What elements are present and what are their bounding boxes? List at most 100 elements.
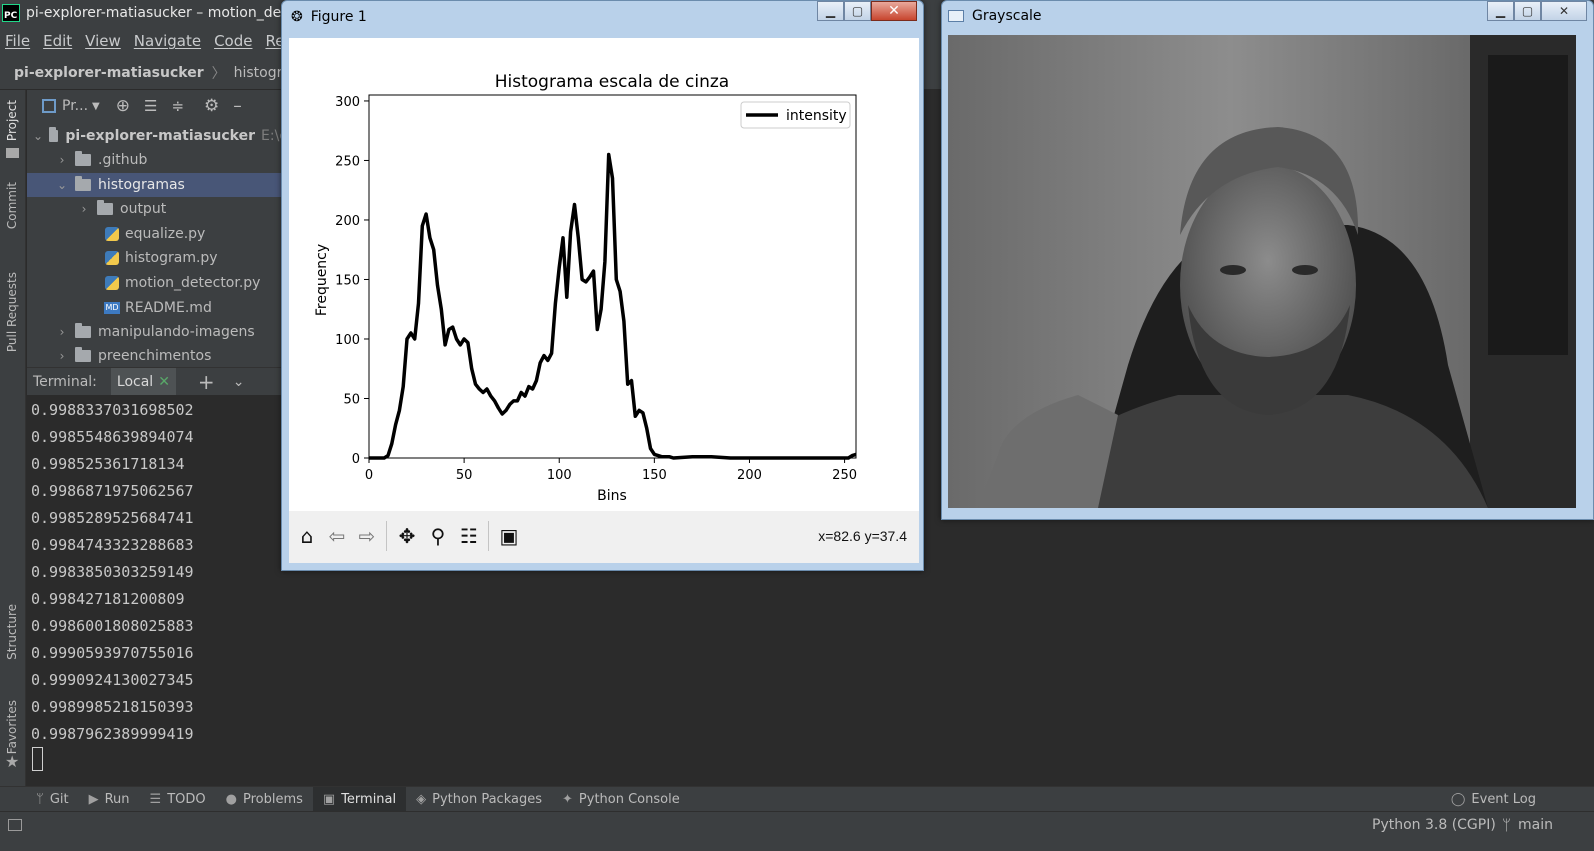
toolbar-separator [488,521,489,551]
tree-item-label: output [120,201,167,217]
tree-item-readme[interactable]: MD README.md [27,296,287,320]
terminal-line: 0.9984743323288683 [31,536,194,554]
tree-item-preenchimentos[interactable]: › preenchimentos [27,344,287,367]
legend-box [740,101,851,129]
minimize-button[interactable]: ▁ [1487,1,1514,21]
matplotlib-icon: ❂ [291,9,303,25]
tool-strip-pull-requests[interactable]: Pull Requests [5,272,19,353]
tab-todo[interactable]: ☰ TODO [140,787,216,812]
left-eye [1220,265,1246,275]
terminal-line: 0.9985548639894074 [31,428,194,446]
y-axis-label: Frequency [314,244,330,316]
locate-icon[interactable]: ⊕ [115,96,130,116]
tab-label: Terminal [341,791,397,807]
chevron-right-icon[interactable]: › [59,325,65,339]
python-interpreter[interactable]: Python 3.8 (CGPI) [1372,817,1496,833]
chevron-down-icon[interactable]: ▼ [92,100,100,112]
pan-icon[interactable]: ✥ [398,524,416,548]
menu-view[interactable]: View [85,32,121,50]
add-terminal-icon[interactable]: + [197,369,215,394]
tree-item-equalize[interactable]: equalize.py [27,222,287,246]
close-icon[interactable]: ✕ [158,373,170,390]
back-icon[interactable]: ⇦ [328,524,346,548]
terminal-line: 0.9987962389999419 [31,725,194,743]
maximize-button[interactable]: ▢ [1514,1,1541,21]
x-tick-label: 200 [737,468,762,483]
tree-item-histogram[interactable]: histogram.py [27,246,287,270]
toggle-tool-windows-icon[interactable] [8,819,22,831]
tree-item-project-root[interactable]: ⌄ pi-explorer-matiasucker E:\c [27,124,287,148]
tree-item-output[interactable]: › output [27,197,287,221]
beard [1188,305,1350,415]
favorites-star-icon: ★ [5,752,20,771]
python-file-icon [105,276,119,290]
chevron-right-icon[interactable]: › [59,349,65,363]
chevron-right-icon[interactable]: › [59,153,65,167]
tool-strip-structure[interactable]: Structure [5,604,19,660]
menu-file[interactable]: File [5,32,31,50]
chevron-down-icon[interactable]: ⌄ [56,178,68,192]
hide-icon[interactable]: – [233,96,242,116]
tree-item-label: histogramas [98,177,185,193]
save-icon[interactable]: ▣ [499,524,519,548]
project-view-selector[interactable]: Pr... [62,98,89,114]
bottom-tool-tabs: ᛘ Git ▶ Run ☰ TODO ● Problems ▣ Terminal ◈ Pyt… [0,786,1594,812]
figure-canvas[interactable]: Histograma escala de cinza Bins Frequenc… [289,38,919,511]
breadcrumb-project[interactable]: pi-explorer-matiasucker [14,64,204,81]
chevron-down-icon[interactable]: ⌄ [33,129,44,143]
home-icon[interactable]: ⌂ [300,524,314,548]
tree-item-github[interactable]: › .github [27,148,287,172]
tab-python-packages[interactable]: ◈ Python Packages [406,787,552,812]
y-tick-label: 200 [335,214,360,229]
git-branch[interactable]: main [1518,817,1553,833]
expand-all-icon[interactable]: ☰ [143,97,158,115]
tool-strip-project[interactable]: Project [5,100,19,142]
chevron-right-icon[interactable]: › [81,202,87,216]
python-console-icon: ✦ [562,791,573,807]
tab-label: Python Packages [432,791,542,807]
grayscale-window-titlebar[interactable]: Grayscale [942,1,1593,31]
opencv-window-icon [948,10,964,22]
y-tick-label: 50 [343,392,360,407]
collapse-all-icon[interactable]: ≑ [171,97,185,115]
tab-python-console[interactable]: ✦ Python Console [552,787,690,812]
tree-item-label: README.md [125,300,212,316]
menu-edit[interactable]: Edit [43,32,73,50]
close-button[interactable]: ✕ [871,1,917,21]
close-button[interactable]: ✕ [1541,1,1587,21]
tool-strip-commit[interactable]: Commit [5,182,19,230]
tab-problems[interactable]: ● Problems [216,787,313,812]
tab-label: Problems [242,791,303,807]
folder-icon [75,176,91,191]
event-log-button[interactable]: ◯ Event Log [1441,787,1546,812]
terminal-tab-local[interactable]: Local ✕ [110,367,176,396]
tool-strip-favorites[interactable]: Favorites [5,700,19,755]
tab-git[interactable]: ᛘ Git [26,787,79,812]
tab-terminal[interactable]: ▣ Terminal [312,786,407,812]
tree-item-label: preenchimentos [98,348,212,364]
terminal-header: Terminal: Local ✕ + ⌄ [27,367,287,396]
configure-subplots-icon[interactable]: ☷ [460,524,478,548]
tab-run[interactable]: ▶ Run [79,787,140,812]
zoom-icon[interactable]: ⚲ [430,524,446,548]
toolbar-separator [386,521,387,551]
menu-navigate[interactable]: Navigate [133,32,202,50]
x-tick-label: 250 [832,468,857,483]
tree-item-manipulando-imagens[interactable]: › manipulando-imagens [27,320,287,344]
folder-icon [75,347,91,362]
gear-icon[interactable]: ⚙ [204,96,220,116]
y-tick-label: 0 [352,452,360,467]
menu-code[interactable]: Code [214,32,253,50]
forward-icon[interactable]: ⇨ [358,524,376,548]
tree-item-motion-detector[interactable]: motion_detector.py [27,271,287,295]
minimize-button[interactable]: ▁ [817,1,844,21]
maximize-button[interactable]: ▢ [844,1,871,21]
tree-item-histogramas[interactable]: ⌄ histogramas [27,173,287,197]
event-log-icon: ◯ [1450,791,1466,807]
chevron-down-icon[interactable]: ⌄ [232,373,245,390]
cursor-coordinates: x=82.6 y=37.4 [818,528,907,544]
figure-toolbar: ⌂ ⇦ ⇨ ✥ ⚲ ☷ ▣ x=82.6 y=37.4 [289,511,919,563]
tree-item-label: motion_detector.py [125,275,261,291]
python-file-icon [105,227,119,241]
figure-window-titlebar[interactable]: ❂ Figure 1 [282,1,923,33]
